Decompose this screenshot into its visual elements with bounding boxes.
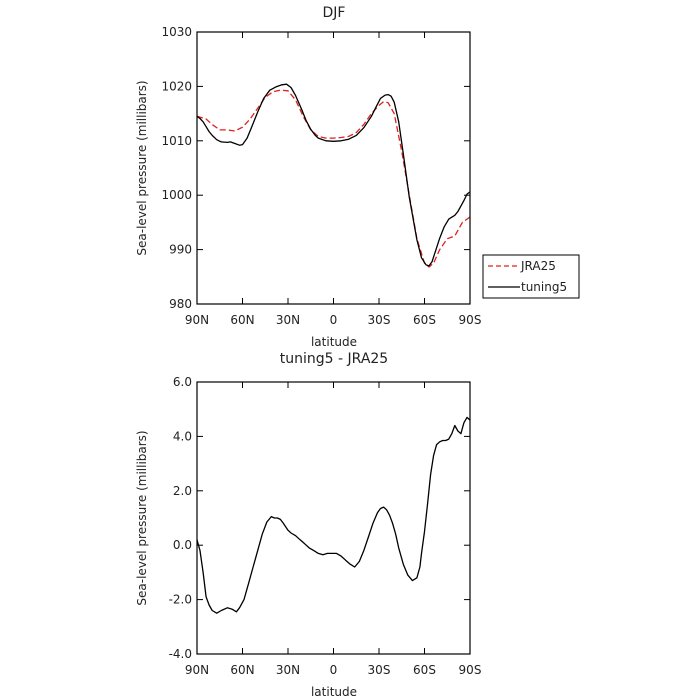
x-tick-label: 30S [368, 313, 391, 327]
bottom-plot-frame [196, 381, 471, 655]
x-tick-label: 90N [185, 663, 209, 677]
y-tick-label: 6.0 [173, 375, 192, 389]
legend-label-tuning5: tuning5 [521, 280, 567, 294]
x-tick-label: 0 [330, 663, 338, 677]
top-panel: DJF 980 990 1000 1010 1020 1030 90N 60N 30N 0 30S… [135, 5, 580, 349]
x-tick-label: 60S [413, 663, 436, 677]
bottom-title: tuning5 - JRA25 [280, 351, 388, 367]
x-tick-label: 90S [459, 313, 482, 327]
bottom-panel: tuning5 - JRA25 -4.0 -2.0 0.0 2.0 4.0 6.0 90N… [135, 351, 481, 699]
x-tick-label: 30N [276, 313, 300, 327]
series-line-jra25 [196, 89, 471, 268]
bottom-ylabel: Sea-level pressure (millibars) [135, 430, 149, 605]
y-tick-label: -4.0 [169, 647, 192, 661]
x-tick-label: 90N [185, 313, 209, 327]
y-tick-label: 1020 [161, 79, 192, 93]
x-tick-label: 60N [230, 663, 254, 677]
y-tick-label: 1030 [161, 25, 192, 39]
y-tick-label: 2.0 [173, 484, 192, 498]
x-tick-label: 60S [413, 313, 436, 327]
x-tick-label: 30N [276, 663, 300, 677]
x-tick-label: 30S [368, 663, 391, 677]
y-tick-label: 0.0 [173, 538, 192, 552]
bottom-xlabel: latitude [311, 685, 357, 699]
legend-label-jra25: JRA25 [520, 259, 556, 273]
y-tick-label: 1010 [161, 134, 192, 148]
x-tick-label: 90S [459, 663, 482, 677]
top-plot-frame [196, 31, 471, 305]
top-ylabel: Sea-level pressure (millibars) [135, 80, 149, 255]
series-line-difference [196, 416, 471, 614]
series-line-tuning5 [196, 83, 471, 267]
top-title: DJF [323, 5, 346, 21]
legend: JRA25 tuning5 [482, 254, 580, 299]
legend-box [482, 254, 580, 299]
x-tick-label: 0 [330, 313, 338, 327]
y-tick-label: 1000 [161, 188, 192, 202]
y-tick-label: 4.0 [173, 429, 192, 443]
top-xlabel: latitude [311, 335, 357, 349]
y-tick-label: -2.0 [169, 593, 192, 607]
x-tick-label: 60N [230, 313, 254, 327]
y-tick-label: 990 [169, 243, 192, 257]
y-tick-label: 980 [169, 297, 192, 311]
